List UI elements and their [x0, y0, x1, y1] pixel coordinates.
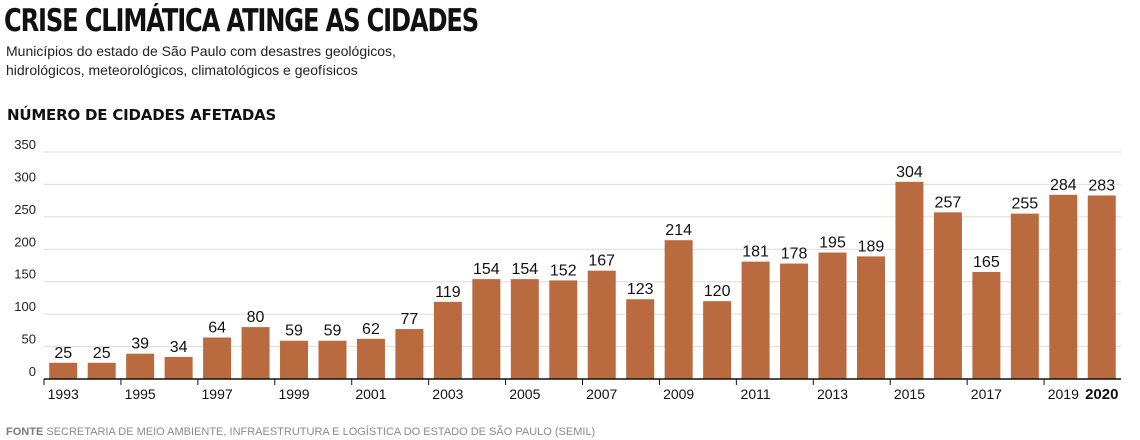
- x-tick-label-1999: 1999: [278, 386, 309, 402]
- y-tick-label: 300: [14, 169, 36, 184]
- data-label-2004: 154: [473, 261, 500, 278]
- x-tick-label-1997: 1997: [202, 386, 233, 402]
- data-label-2012: 178: [781, 246, 808, 263]
- bar-2014: [856, 256, 885, 379]
- subtitle-line-2: hidrológicos, meteorológicos, climatológ…: [6, 62, 358, 78]
- data-label-2020: 283: [1088, 177, 1115, 194]
- data-label-2007: 167: [588, 253, 615, 270]
- x-tick-label-1993: 1993: [48, 386, 79, 402]
- bar-1996: [164, 356, 193, 379]
- data-label-2010: 120: [704, 283, 731, 300]
- data-label-1997: 64: [208, 319, 226, 336]
- bar-1999: [280, 340, 309, 379]
- bar-2000: [318, 340, 347, 379]
- data-label-2015: 304: [896, 164, 923, 181]
- data-label-2003: 119: [435, 284, 461, 301]
- data-label-1998: 80: [247, 309, 265, 326]
- bar-2012: [780, 263, 809, 379]
- data-label-1995: 39: [131, 336, 149, 353]
- source-note: FONTE SECRETARIA DE MEIO AMBIENTE, INFRA…: [6, 426, 595, 438]
- data-label-2014: 189: [858, 238, 885, 255]
- chart-title: CRISE CLIMÁTICA ATINGE AS CIDADES: [4, 3, 479, 39]
- bar-2020: [1087, 195, 1116, 379]
- data-label-2005: 154: [511, 261, 538, 278]
- data-label-2006: 152: [550, 262, 577, 279]
- bar-2006: [549, 280, 578, 379]
- bar-chart: 0 50 100 150 200 250 300 350 25 25 39 34 64 80 59 59 62…: [14, 137, 1121, 403]
- data-label-2009: 214: [665, 222, 692, 239]
- x-tick-label-2015: 2015: [894, 386, 925, 402]
- data-label-2002: 77: [401, 311, 419, 328]
- bar-2017: [972, 271, 1001, 379]
- bar-2010: [703, 301, 732, 379]
- data-label-2000: 59: [324, 323, 342, 340]
- source-text: SECRETARIA DE MEIO AMBIENTE, INFRAESTRUT…: [46, 426, 596, 438]
- x-tick-label-2007: 2007: [586, 386, 617, 402]
- x-tick-label-2003: 2003: [432, 386, 463, 402]
- data-label-1996: 34: [170, 339, 188, 356]
- x-axis-ticks: 1993 1995 1997 1999 2001 2003 2005 2007 2009 2011…: [43, 379, 1118, 403]
- x-tick-label-2013: 2013: [817, 386, 848, 402]
- bar-2011: [741, 261, 770, 379]
- data-label-1999: 59: [285, 323, 303, 340]
- bar-2013: [818, 252, 847, 379]
- bar-2009: [664, 240, 693, 379]
- y-tick-label: 50: [22, 332, 36, 347]
- data-labels: 25 25 39 34 64 80 59 59 62 77 119 154 154 152 167 123 21…: [54, 164, 1115, 362]
- bar-2004: [472, 279, 501, 379]
- bars: [49, 181, 1116, 379]
- bar-1997: [203, 337, 232, 379]
- bar-1995: [126, 353, 155, 379]
- data-label-2013: 195: [819, 235, 846, 252]
- x-tick-label-2001: 2001: [355, 386, 386, 402]
- data-label-2017: 165: [973, 254, 1000, 271]
- y-tick-label: 350: [14, 137, 36, 152]
- bar-2005: [510, 279, 539, 379]
- bar-2018: [1010, 213, 1039, 379]
- bar-1998: [241, 327, 270, 379]
- data-label-1993: 25: [54, 345, 72, 362]
- y-tick-label: 250: [14, 202, 36, 217]
- x-tick-label-2009: 2009: [663, 386, 694, 402]
- data-label-2001: 62: [362, 321, 380, 338]
- y-axis-label: NÚMERO DE CIDADES AFETADAS: [7, 106, 277, 124]
- subtitle-line-1: Municípios do estado de São Paulo com de…: [6, 43, 396, 59]
- source-label: FONTE: [6, 426, 44, 438]
- x-tick-label-1995: 1995: [125, 386, 156, 402]
- x-tick-label-2019: 2019: [1048, 386, 1079, 402]
- data-label-2018: 255: [1011, 196, 1038, 213]
- bar-2001: [356, 338, 385, 379]
- bar-1993: [49, 362, 78, 379]
- chart-subtitle: Municípios do estado de São Paulo com de…: [6, 42, 426, 80]
- x-tick-label-2011: 2011: [741, 386, 771, 402]
- bar-2007: [587, 270, 616, 379]
- bar-2016: [933, 212, 962, 379]
- data-label-2008: 123: [627, 281, 654, 298]
- y-axis-ticks: 0 50 100 150 200 250 300 350: [14, 137, 36, 379]
- y-tick-label: 100: [14, 299, 36, 314]
- data-label-1994: 25: [93, 345, 111, 362]
- y-tick-label: 150: [14, 267, 36, 282]
- bar-2003: [433, 301, 462, 379]
- data-label-2019: 284: [1050, 177, 1077, 194]
- bar-2015: [895, 181, 924, 379]
- y-tick-label: 0: [29, 364, 36, 379]
- x-tick-label-2020: 2020: [1085, 386, 1118, 403]
- data-label-2016: 257: [935, 194, 962, 211]
- bar-1994: [87, 362, 116, 379]
- x-tick-label-2005: 2005: [509, 386, 540, 402]
- data-label-2011: 181: [742, 244, 769, 261]
- bar-2002: [395, 329, 424, 379]
- bar-2008: [626, 299, 655, 379]
- x-tick-label-2017: 2017: [971, 386, 1002, 402]
- y-tick-label: 200: [14, 234, 36, 249]
- bar-2019: [1049, 194, 1078, 379]
